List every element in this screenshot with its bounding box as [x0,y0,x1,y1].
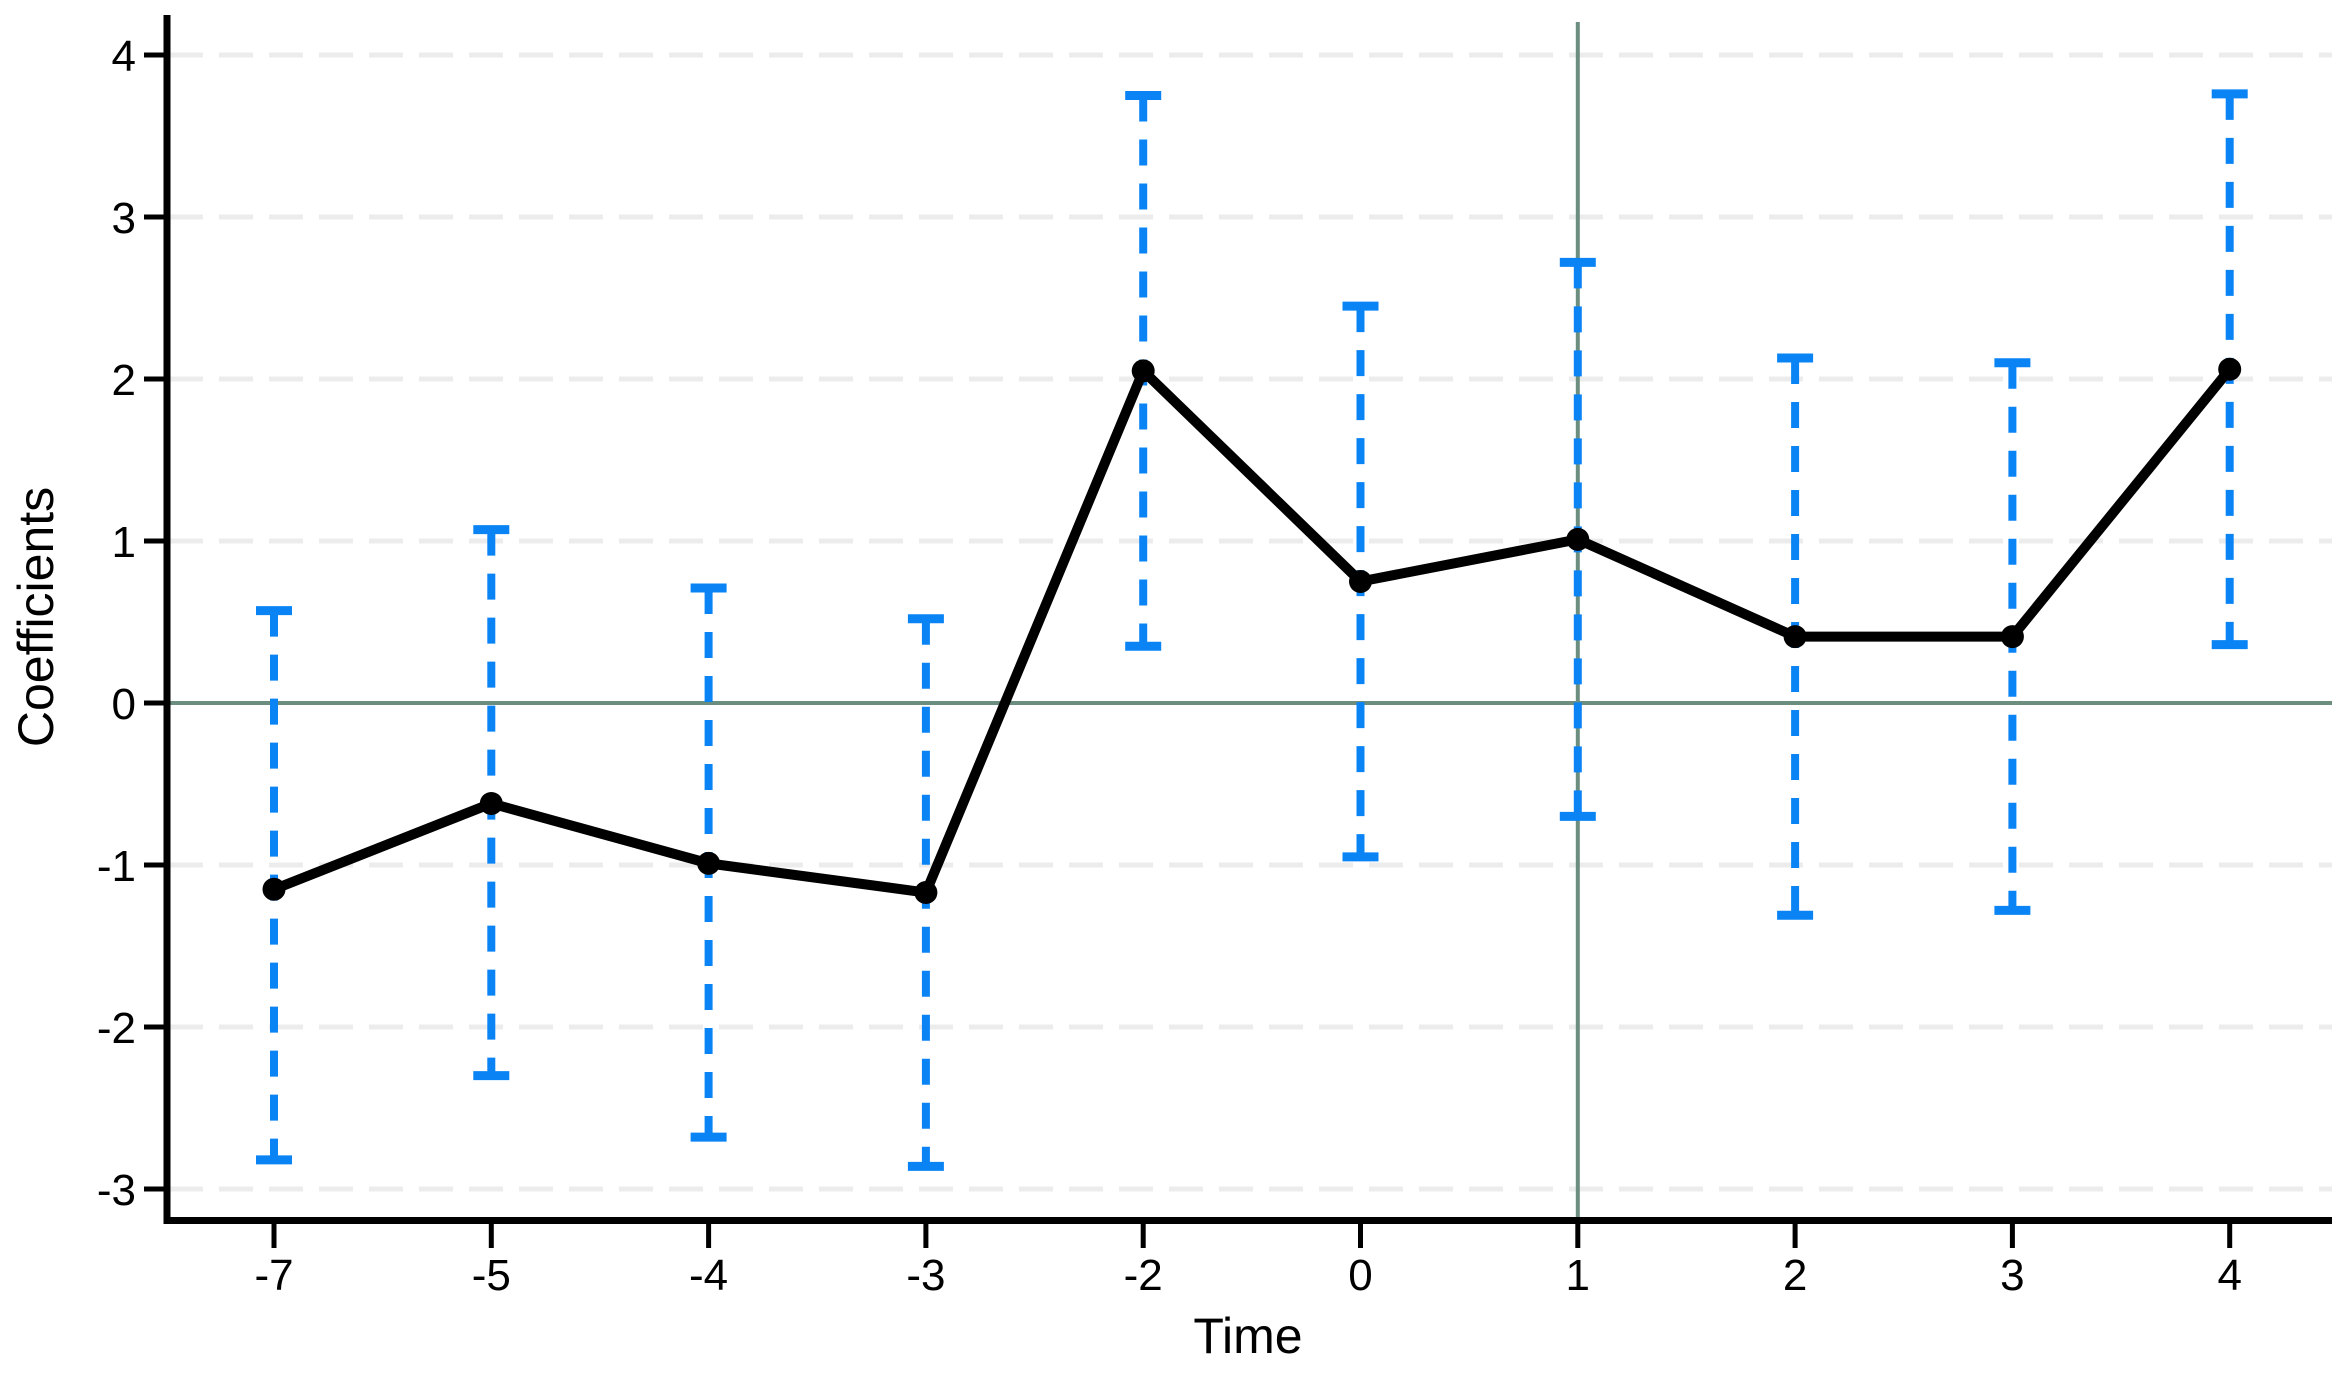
coefficient-marker [914,881,938,905]
coefficient-marker [697,851,721,875]
y-tick-label: 1 [112,518,136,567]
coefficient-marker [1566,527,1590,551]
x-axis-title: Time [1193,1308,1302,1364]
coefficient-marker [2218,357,2242,381]
x-tick-label: 3 [2000,1251,2024,1300]
coefficient-marker [2000,625,2024,649]
x-tick-label: -2 [1124,1251,1163,1300]
x-tick-label: -5 [472,1251,511,1300]
x-tick-label: 4 [2217,1251,2241,1300]
coefficient-line [269,364,2235,898]
y-tick-label: 0 [112,680,136,729]
coefficient-marker [479,791,503,815]
coefficient-marker [1783,625,1807,649]
coefficient-marker [1131,359,1155,383]
x-tick-label: -7 [254,1251,293,1300]
x-tick-label: 2 [1783,1251,1807,1300]
x-tick-label: -3 [906,1251,945,1300]
y-tick-label: -3 [97,1166,136,1215]
coefficient-marker [1349,570,1372,593]
y-axis-title: Coefficients [8,487,64,747]
y-tick-label: -2 [97,1004,136,1053]
x-tick-label: 0 [1348,1251,1372,1300]
gridline-layer [169,52,2332,1192]
y-tick-label: 4 [112,32,136,81]
axis-layer: 4 3 2 1 0 -1 -2 -3 -7 -5 -4 -3 -2 0 1 2 3 4 [97,15,2332,1300]
x-tick-label: -4 [689,1251,728,1300]
y-tick-label: 3 [112,194,136,243]
coefficient-marker [262,877,286,901]
error-bar-layer [256,89,2248,1171]
y-tick-label: 2 [112,356,136,405]
x-tick-label: 1 [1566,1251,1590,1300]
y-tick-label: -1 [97,842,136,891]
coefficient-series-layer [262,357,2242,905]
